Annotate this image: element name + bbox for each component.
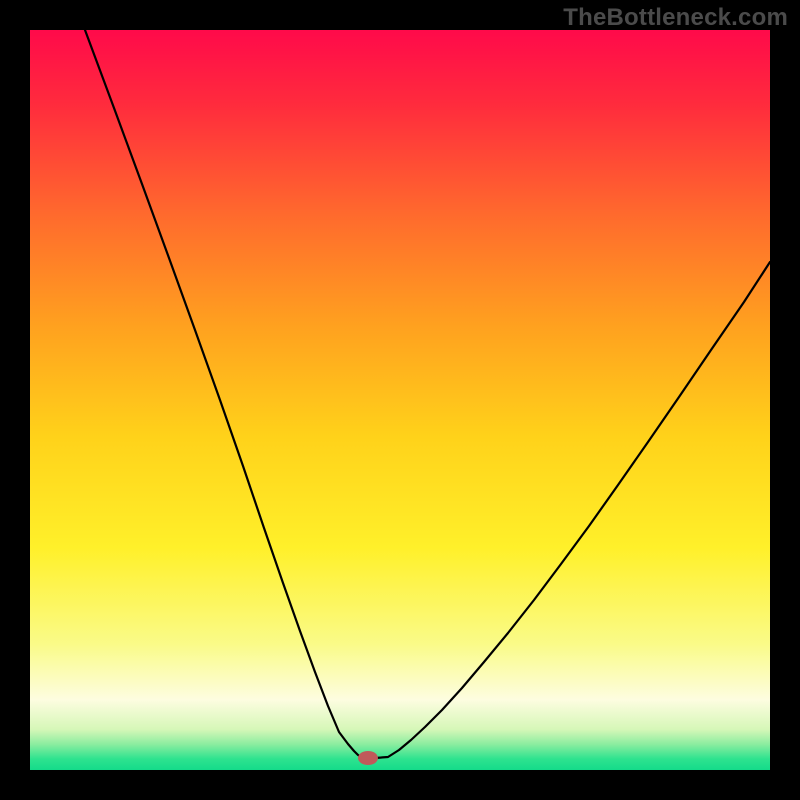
- optimal-point-marker: [358, 751, 378, 765]
- bottleneck-chart: [0, 0, 800, 800]
- gradient-background: [30, 30, 770, 770]
- chart-frame: TheBottleneck.com: [0, 0, 800, 800]
